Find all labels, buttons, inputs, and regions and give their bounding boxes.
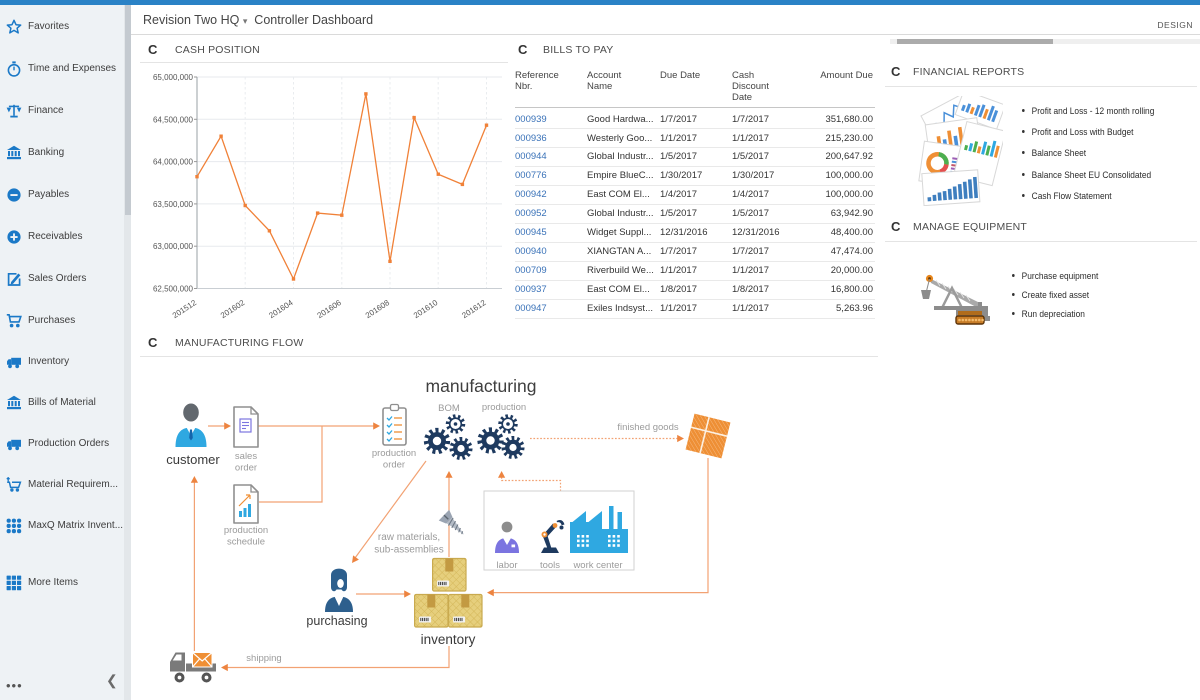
svg-text:work center: work center (572, 560, 622, 571)
svg-text:customer: customer (166, 452, 220, 467)
svg-text:64,000,000: 64,000,000 (153, 158, 194, 167)
svg-text:order: order (383, 460, 405, 471)
svg-text:201608: 201608 (364, 298, 392, 320)
svg-text:201606: 201606 (316, 298, 344, 320)
svg-text:purchasing: purchasing (306, 614, 367, 628)
svg-text:inventory: inventory (421, 632, 476, 647)
svg-text:finished goods: finished goods (617, 422, 679, 433)
svg-text:sales: sales (235, 451, 257, 462)
svg-text:201612: 201612 (460, 298, 488, 320)
svg-text:201602: 201602 (219, 298, 247, 320)
svg-text:schedule: schedule (227, 537, 265, 548)
svg-text:order: order (235, 463, 257, 474)
svg-text:201604: 201604 (267, 298, 295, 320)
svg-text:labor: labor (496, 560, 517, 571)
svg-text:62,500,000: 62,500,000 (153, 285, 194, 294)
svg-text:shipping: shipping (246, 653, 281, 664)
svg-text:production: production (224, 525, 268, 536)
svg-text:201512: 201512 (171, 298, 199, 320)
svg-text:65,000,000: 65,000,000 (153, 73, 194, 82)
svg-text:manufacturing: manufacturing (426, 376, 537, 396)
svg-text:64,500,000: 64,500,000 (153, 115, 194, 124)
svg-text:raw materials,: raw materials, (378, 532, 440, 543)
svg-text:sub-assemblies: sub-assemblies (374, 545, 443, 556)
svg-text:tools: tools (540, 560, 560, 571)
svg-text:production: production (482, 402, 526, 413)
svg-text:63,500,000: 63,500,000 (153, 200, 194, 209)
svg-text:BOM: BOM (438, 403, 460, 414)
svg-text:production: production (372, 448, 416, 459)
svg-text:63,000,000: 63,000,000 (153, 242, 194, 251)
svg-text:201610: 201610 (412, 298, 440, 320)
